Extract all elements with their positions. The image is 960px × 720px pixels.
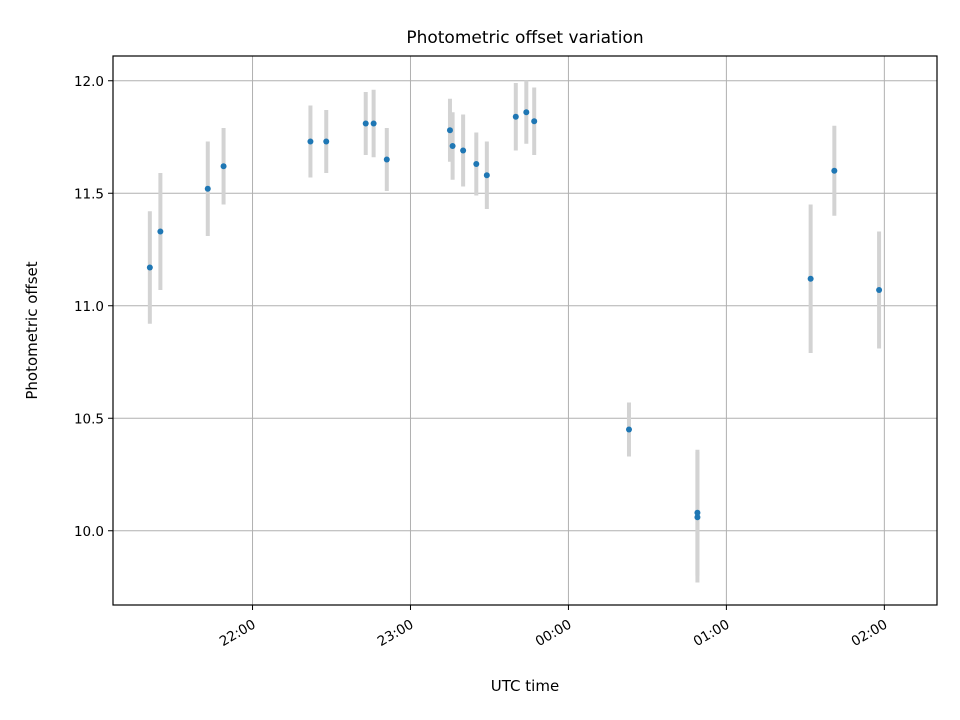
data-point	[383, 156, 390, 163]
data-point	[512, 113, 519, 120]
data-point	[446, 127, 453, 134]
data-point	[157, 228, 164, 235]
data-point	[531, 118, 538, 125]
plot-frame	[112, 55, 938, 606]
data-point	[307, 138, 314, 145]
grid	[113, 56, 937, 605]
data-point	[370, 120, 377, 127]
data-point	[220, 163, 227, 170]
data-point	[831, 167, 838, 174]
data-point	[362, 120, 369, 127]
data-point	[625, 426, 632, 433]
y-tick-label: 11.5	[74, 186, 104, 202]
data-points	[146, 109, 883, 521]
data-point	[694, 509, 701, 516]
data-point	[449, 143, 456, 149]
data-point	[473, 161, 480, 167]
x-axis-label: UTC time	[491, 677, 559, 695]
y-axis-label: Photometric offset	[23, 261, 41, 399]
y-tick-label: 10.5	[74, 411, 104, 427]
y-tick-label: 10.0	[74, 524, 104, 540]
data-point	[876, 287, 883, 293]
chart-title: Photometric offset variation	[406, 28, 643, 48]
y-tick-label: 12.0	[74, 74, 104, 90]
data-point	[323, 138, 330, 145]
data-point	[204, 185, 211, 192]
y-axis-ticks: 10.0 10.5 11.0 11.5 12.0	[74, 74, 113, 540]
data-point	[807, 275, 814, 282]
data-point	[694, 514, 701, 521]
data-point	[523, 109, 530, 116]
data-point	[460, 147, 467, 154]
data-point	[483, 172, 490, 179]
data-point	[146, 264, 153, 271]
y-tick-label: 11.0	[74, 299, 104, 315]
